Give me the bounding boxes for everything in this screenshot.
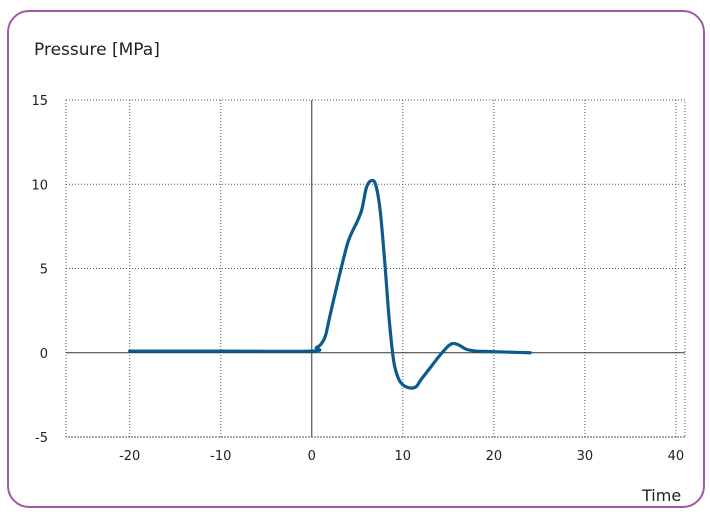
- series-layer: [128, 178, 532, 390]
- y-tick-label: 5: [40, 263, 48, 278]
- x-tick-label: 10: [395, 449, 412, 464]
- grid: [65, 99, 686, 438]
- y-tick-label: -5: [35, 431, 48, 446]
- y-axis-label: Pressure [MPa]: [34, 40, 160, 60]
- x-tick-label: 40: [668, 449, 685, 464]
- y-tick-label: 15: [31, 94, 48, 109]
- x-axis-label: Time: [642, 486, 682, 505]
- series-line-0: [128, 178, 532, 390]
- chart-frame: [7, 10, 705, 508]
- y-tick-label: 0: [40, 347, 48, 362]
- x-tick-label: -20: [119, 449, 140, 464]
- x-tick-label: 0: [308, 449, 316, 464]
- x-tick-label: 20: [486, 449, 503, 464]
- tick-labels: -20 -10 0 10 20 30 40 -5 0 5 10 15: [31, 94, 684, 464]
- x-tick-label: -10: [210, 449, 231, 464]
- axes: [66, 100, 685, 437]
- x-tick-label: 30: [577, 449, 594, 464]
- y-tick-label: 10: [31, 178, 48, 193]
